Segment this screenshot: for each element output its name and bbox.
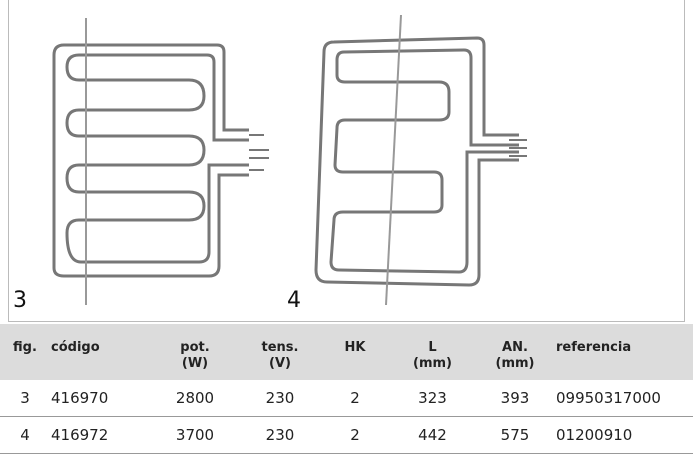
header-text: AN. xyxy=(502,340,528,355)
table-cell: 416972 xyxy=(50,416,150,454)
header-text: L xyxy=(428,340,437,355)
table-cell: 4 xyxy=(0,416,50,454)
column-header: pot. (W) xyxy=(150,324,240,380)
table-row: 4 416972 3700 230 2 442 575 01200910 xyxy=(0,416,693,454)
table-cell: 3 xyxy=(0,380,50,417)
element-3 xyxy=(52,18,269,305)
column-header: HK xyxy=(320,324,390,380)
table-body: 3 416970 2800 230 2 323 393 09950317000 4 416972 3… xyxy=(0,380,693,454)
element-4 xyxy=(314,14,527,306)
column-header: tens. (V) xyxy=(240,324,320,380)
table-cell: 393 xyxy=(475,380,555,417)
table-cell: 416970 xyxy=(50,380,150,417)
table-row: 3 416970 2800 230 2 323 393 09950317000 xyxy=(0,380,693,417)
header-text: pot. xyxy=(180,340,210,355)
header-text: (mm) xyxy=(495,356,535,371)
table-cell: 2 xyxy=(320,380,390,417)
header-text: tens. xyxy=(261,340,299,355)
column-header: L (mm) xyxy=(390,324,475,380)
header-text: (mm) xyxy=(413,356,452,371)
column-header: AN. (mm) xyxy=(475,324,555,380)
table-cell: 575 xyxy=(475,416,555,454)
table-cell: 2 xyxy=(320,416,390,454)
table-cell: 09950317000 xyxy=(555,380,693,417)
spec-table: fig. código pot. (W) tens. (V) HK L (mm) AN. (mm) r… xyxy=(0,324,693,454)
table-cell: 3700 xyxy=(150,416,240,454)
table-cell: 2800 xyxy=(150,380,240,417)
figure-label: 4 xyxy=(287,288,301,313)
column-header: fig. xyxy=(0,324,50,380)
column-header: código xyxy=(50,324,150,380)
header-text: referencia xyxy=(556,340,632,355)
header-text: fig. xyxy=(13,340,37,355)
header-text: (W) xyxy=(181,356,209,371)
table-cell: 323 xyxy=(390,380,475,417)
table-cell: 230 xyxy=(240,380,320,417)
table-cell: 230 xyxy=(240,416,320,454)
header-row: fig. código pot. (W) tens. (V) HK L (mm) AN. (mm) r… xyxy=(0,324,693,380)
header-text: (V) xyxy=(269,356,291,371)
table-cell: 01200910 xyxy=(555,416,693,454)
header-text: HK xyxy=(344,340,366,355)
figure-label: 3 xyxy=(13,288,27,313)
product-image: 3 4 xyxy=(8,0,685,322)
column-header: referencia xyxy=(555,324,693,380)
header-text: código xyxy=(51,340,100,355)
table-cell: 442 xyxy=(390,416,475,454)
heating-elements xyxy=(52,14,527,306)
